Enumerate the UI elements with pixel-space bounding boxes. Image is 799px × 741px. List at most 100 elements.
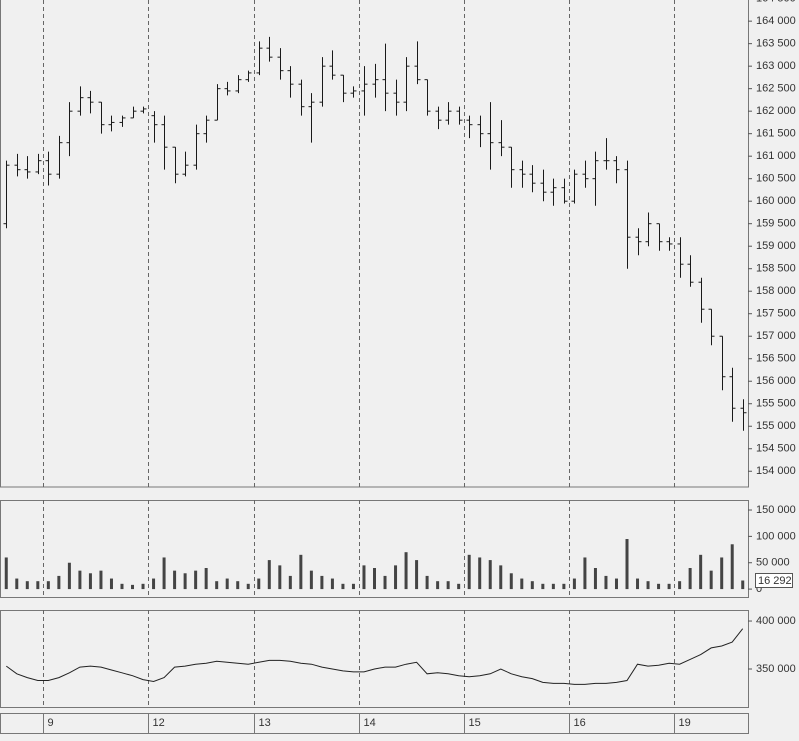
- volume-bar: [362, 565, 366, 590]
- volume-bar: [46, 581, 50, 590]
- y-tick-label: 164 500: [756, 0, 796, 5]
- volume-bar: [36, 581, 40, 590]
- volume-bar: [667, 583, 671, 590]
- y-tick-label: 154 500: [756, 443, 796, 455]
- x-tick-label: 9: [48, 717, 54, 729]
- volume-bar: [162, 557, 166, 590]
- volume-bar: [88, 573, 92, 590]
- volume-bar: [499, 565, 503, 590]
- y-tick-label: 100 000: [756, 530, 796, 542]
- volume-bar: [373, 568, 376, 590]
- volume-bar: [446, 581, 450, 590]
- volume-bar: [425, 575, 429, 590]
- volume-bar: [288, 575, 292, 590]
- volume-bar: [204, 568, 208, 590]
- volume-bar: [246, 583, 250, 590]
- indicator-panel: [0, 610, 749, 708]
- volume-bar: [541, 583, 545, 590]
- volume-bar: [699, 554, 703, 590]
- volume-bar: [194, 570, 198, 590]
- volume-bar: [404, 552, 408, 590]
- y-tick-label: 163 500: [756, 38, 796, 50]
- volume-bar: [572, 578, 576, 590]
- y-tick-label: 0: [756, 583, 762, 595]
- x-tick-label: 16: [574, 717, 586, 729]
- volume-bar: [646, 581, 650, 590]
- volume-bar: [267, 560, 271, 590]
- current-value-box: [755, 573, 793, 588]
- volume-bar: [183, 573, 187, 590]
- y-tick-label: 160 500: [756, 173, 796, 185]
- x-tick-label: 12: [153, 717, 165, 729]
- volume-bar: [520, 578, 524, 590]
- volume-bar: [741, 580, 745, 590]
- y-tick-label: 156 500: [756, 353, 796, 365]
- y-tick-label: 400 000: [756, 615, 796, 627]
- volume-bar: [657, 583, 661, 590]
- date-axis: [0, 713, 749, 734]
- y-tick-label: 155 000: [756, 420, 796, 432]
- volume-bar: [67, 562, 71, 590]
- volume-bar: [583, 557, 587, 590]
- volume-bar: [415, 560, 419, 590]
- volume-bar: [57, 575, 61, 590]
- y-tick-label: 158 500: [756, 263, 796, 275]
- volume-bar: [730, 544, 734, 590]
- volume-bar: [330, 578, 334, 590]
- volume-bar: [678, 581, 682, 590]
- volume-bar: [25, 581, 29, 590]
- volume-bar: [383, 575, 387, 590]
- volume-bar: [299, 554, 303, 590]
- volume-bar: [141, 583, 145, 590]
- volume-bar: [478, 557, 482, 590]
- y-tick-label: 159 500: [756, 218, 796, 230]
- volume-bar: [257, 578, 261, 590]
- current-value-label: 16 292: [758, 575, 792, 587]
- volume-bar: [4, 557, 8, 590]
- x-tick-label: 19: [679, 717, 691, 729]
- volume-bar: [351, 583, 355, 590]
- volume-bar: [720, 557, 724, 590]
- volume-bar: [320, 575, 324, 590]
- volume-bar: [152, 578, 156, 590]
- y-tick-label: 164 000: [756, 15, 796, 27]
- y-tick-label: 157 500: [756, 308, 796, 320]
- y-tick-label: 150 000: [756, 504, 796, 516]
- volume-bar: [709, 570, 713, 590]
- volume-bar: [78, 570, 82, 590]
- y-tick-label: 154 000: [756, 465, 796, 477]
- volume-bar: [688, 568, 692, 590]
- y-tick-label: 156 000: [756, 375, 796, 387]
- volume-bar: [457, 583, 461, 590]
- y-tick-label: 157 000: [756, 330, 796, 342]
- volume-bar: [341, 583, 345, 590]
- y-tick-label: 161 500: [756, 128, 796, 140]
- volume-bar: [551, 583, 555, 590]
- volume-bar: [436, 581, 440, 590]
- volume-bar: [309, 570, 313, 590]
- y-tick-label: 161 000: [756, 150, 796, 162]
- volume-bar: [236, 581, 240, 590]
- volume-bar: [488, 560, 492, 590]
- volume-bar: [636, 578, 640, 590]
- y-tick-label: 155 500: [756, 398, 796, 410]
- volume-bar: [120, 583, 124, 590]
- y-tick-label: 159 000: [756, 240, 796, 252]
- volume-bar: [215, 581, 219, 590]
- volume-bar: [131, 584, 135, 590]
- volume-bar: [99, 570, 103, 590]
- indicator-line: [6, 628, 744, 685]
- volume-bar: [509, 573, 513, 590]
- y-tick-label: 350 000: [756, 663, 796, 675]
- volume-bar: [15, 578, 19, 590]
- y-tick-label: 162 000: [756, 105, 796, 117]
- price-panel: [0, 0, 749, 488]
- x-tick-label: 15: [469, 717, 481, 729]
- y-tick-label: 158 000: [756, 285, 796, 297]
- y-tick-label: 162 500: [756, 83, 796, 95]
- volume-bar: [225, 578, 229, 590]
- volume-bar: [394, 565, 398, 590]
- volume-bar: [593, 568, 597, 590]
- volume-bar: [467, 554, 471, 590]
